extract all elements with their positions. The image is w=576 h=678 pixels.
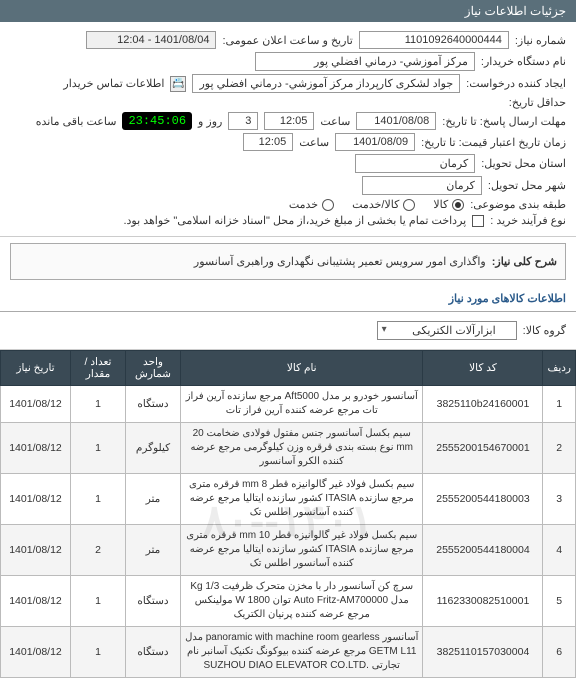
cell-date: 1401/08/12: [1, 627, 71, 678]
cell-qty: 1: [71, 423, 126, 474]
cell-unit: متر: [126, 474, 181, 525]
table-row[interactable]: 32555200544180003سیم بکسل فولاد غیر گالو…: [1, 474, 576, 525]
table-row[interactable]: 13825110b24160001آسانسور خودرو بر مدل Af…: [1, 386, 576, 423]
cell-idx: 4: [543, 525, 576, 576]
cell-name: سیم بکسل فولاد غیر گالوانیزه قطر 10 mm ق…: [181, 525, 423, 576]
cell-qty: 1: [71, 576, 126, 627]
reply-time-field: 12:05: [264, 112, 314, 130]
radio-other-label: خدمت: [289, 198, 318, 211]
time-label-1: ساعت: [320, 115, 350, 128]
contact-icon-label: اطلاعات تماس خریدار: [63, 77, 164, 90]
table-row[interactable]: 22555200154670001سیم بکسل آسانسور جنس مف…: [1, 423, 576, 474]
reply-date-field: 1401/08/08: [356, 112, 436, 130]
cell-code: 1162330082510001: [423, 576, 543, 627]
cell-name: سیم بکسل آسانسور جنس مفتول فولادی ضخامت …: [181, 423, 423, 474]
category-label: طبقه بندی موضوعی:: [470, 198, 566, 211]
cell-date: 1401/08/12: [1, 423, 71, 474]
province-field: کرمان: [355, 154, 475, 173]
items-section-title: اطلاعات کالاهای مورد نیاز: [0, 286, 576, 312]
cell-date: 1401/08/12: [1, 386, 71, 423]
cell-name: آسانسور panoramic with machine room gear…: [181, 627, 423, 678]
cell-name: آسانسور خودرو بر مدل Aft5000 مرجع سازنده…: [181, 386, 423, 423]
category-radio-group: کالا کالا/خدمت خدمت: [289, 198, 464, 211]
cell-idx: 5: [543, 576, 576, 627]
cell-code: 2555200544180003: [423, 474, 543, 525]
group-combo[interactable]: ابزارآلات الکتریکی: [377, 321, 517, 340]
time-label-2: ساعت: [299, 136, 329, 149]
items-table: ردیف کد کالا نام کالا واحد شمارش تعداد /…: [0, 350, 576, 678]
desc-text: واگذاری امور سرویس تعمیر پشتیبانی نگهدار…: [194, 255, 486, 268]
cell-date: 1401/08/12: [1, 576, 71, 627]
cell-unit: دستگاه: [126, 576, 181, 627]
buyer-label: نام دستگاه خریدار:: [481, 55, 566, 68]
requester-field: جواد لشکری کارپرداز مرکز آموزشي- درماني …: [192, 74, 460, 93]
days-remaining-field: 3: [228, 112, 258, 130]
table-row[interactable]: 51162330082510001سرچ کن آسانسور دار با م…: [1, 576, 576, 627]
group-label: گروه کالا:: [523, 324, 566, 337]
cell-unit: کیلوگرم: [126, 423, 181, 474]
th-date: تاریخ نیاز: [1, 351, 71, 386]
buy-type-label: نوع فرآیند خرید :: [490, 214, 566, 227]
announce-label: تاریخ و ساعت اعلان عمومی:: [222, 34, 352, 47]
cell-qty: 1: [71, 474, 126, 525]
cell-date: 1401/08/12: [1, 525, 71, 576]
cell-idx: 6: [543, 627, 576, 678]
buyer-field: مرکز آموزشي- درماني افضلي پور: [255, 52, 475, 71]
desc-label: شرح کلی نیاز:: [492, 255, 557, 268]
cell-code: 2555200154670001: [423, 423, 543, 474]
contact-info-icon[interactable]: 📇: [170, 76, 186, 92]
cell-idx: 1: [543, 386, 576, 423]
th-code: کد کالا: [423, 351, 543, 386]
page-header: جزئیات اطلاعات نیاز: [0, 0, 576, 22]
radio-other[interactable]: [322, 199, 334, 211]
cell-unit: متر: [126, 525, 181, 576]
need-info-section: شماره نیاز: 1101092640000444 تاریخ و ساع…: [0, 22, 576, 237]
cell-qty: 1: [71, 627, 126, 678]
cell-unit: دستگاه: [126, 386, 181, 423]
cell-unit: دستگاه: [126, 627, 181, 678]
th-unit: واحد شمارش: [126, 351, 181, 386]
table-row[interactable]: 42555200544180004سیم بکسل فولاد غیر گالو…: [1, 525, 576, 576]
page-title: جزئیات اطلاعات نیاز: [465, 4, 566, 18]
province-label: استان محل تحویل:: [481, 157, 566, 170]
radio-goods[interactable]: [452, 199, 464, 211]
radio-goods-label: کالا: [433, 198, 448, 211]
cell-code: 3825110157030004: [423, 627, 543, 678]
buy-type-checkbox[interactable]: [472, 215, 484, 227]
cell-qty: 2: [71, 525, 126, 576]
cell-code: 2555200544180004: [423, 525, 543, 576]
cell-idx: 2: [543, 423, 576, 474]
th-qty: تعداد / مقدار: [71, 351, 126, 386]
requester-label: ایجاد کننده درخواست:: [466, 77, 566, 90]
city-field: کرمان: [362, 176, 482, 195]
validity-time-field: 12:05: [243, 133, 293, 151]
radio-service-label: کالا/خدمت: [352, 198, 399, 211]
th-name: نام کالا: [181, 351, 423, 386]
reply-deadline-label: مهلت ارسال پاسخ: تا تاریخ:: [442, 115, 566, 128]
table-row[interactable]: 63825110157030004آسانسور panoramic with …: [1, 627, 576, 678]
cell-qty: 1: [71, 386, 126, 423]
days-label: روز و: [198, 115, 222, 128]
cell-idx: 3: [543, 474, 576, 525]
items-table-wrap: ۱۴۰۱--۸۰ ردیف کد کالا نام کالا واحد شمار…: [0, 350, 576, 678]
radio-service[interactable]: [403, 199, 415, 211]
cell-date: 1401/08/12: [1, 474, 71, 525]
cell-code: 3825110b24160001: [423, 386, 543, 423]
city-label: شهر محل تحویل:: [488, 179, 566, 192]
need-no-field: 1101092640000444: [359, 31, 509, 49]
cell-name: سیم بکسل فولاد غیر گالوانیزه قطر 8 mm قر…: [181, 474, 423, 525]
need-no-label: شماره نیاز:: [515, 34, 566, 47]
validity-date-field: 1401/08/09: [335, 133, 415, 151]
group-section: گروه کالا: ابزارآلات الکتریکی: [0, 312, 576, 350]
deadline-label: حداقل تاریخ:: [509, 96, 566, 109]
cell-name: سرچ کن آسانسور دار با مخزن متحرک ظرفیت 1…: [181, 576, 423, 627]
th-idx: ردیف: [543, 351, 576, 386]
announce-field: 1401/08/04 - 12:04: [86, 31, 216, 49]
countdown-timer: 23:45:06: [122, 112, 192, 130]
validity-label: زمان تاریخ اعتبار قیمت: تا تاریخ:: [421, 136, 566, 149]
description-box: شرح کلی نیاز: واگذاری امور سرویس تعمیر پ…: [10, 243, 566, 280]
remaining-label: ساعت باقی مانده: [36, 115, 117, 128]
buy-type-note: پرداخت تمام یا بخشی از مبلغ خرید،از محل …: [123, 214, 466, 227]
